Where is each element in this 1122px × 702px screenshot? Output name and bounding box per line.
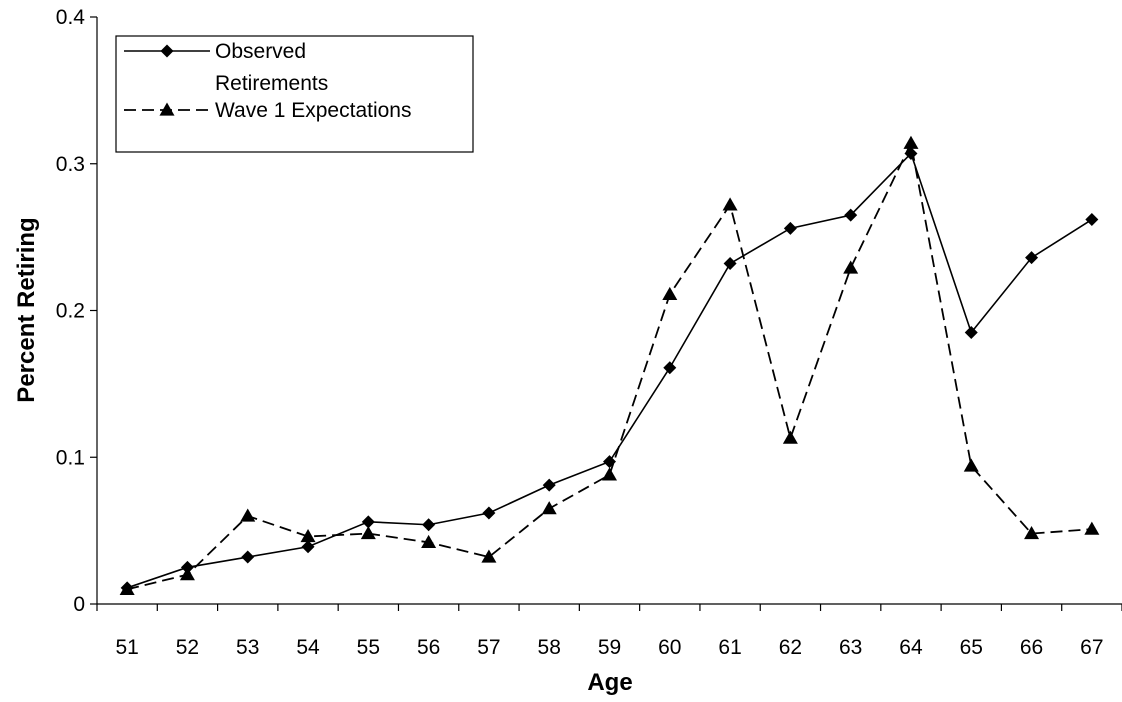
- data-point: [541, 501, 557, 515]
- data-point: [662, 286, 678, 300]
- data-point: [180, 560, 194, 574]
- x-tick-label: 61: [718, 636, 741, 659]
- data-point: [782, 430, 798, 444]
- y-tick-label: 0.3: [56, 153, 85, 176]
- x-tick-label: 60: [658, 636, 681, 659]
- x-tick-label: 66: [1020, 636, 1043, 659]
- x-tick-label: 63: [839, 636, 862, 659]
- data-point: [542, 478, 556, 492]
- data-point: [481, 549, 497, 563]
- x-axis-title: Age: [587, 669, 632, 696]
- data-point: [120, 581, 134, 595]
- legend-marker-wave1: [159, 102, 175, 116]
- x-tick-label: 55: [357, 636, 380, 659]
- series-layer: [119, 135, 1100, 595]
- data-point: [722, 197, 738, 211]
- x-tick-label: 57: [477, 636, 500, 659]
- data-point: [663, 361, 677, 375]
- data-point: [301, 540, 315, 554]
- data-point: [963, 458, 979, 472]
- data-point: [1084, 521, 1100, 535]
- legend-marker-observed: [160, 44, 174, 58]
- series-wave-1-expectations: [119, 135, 1100, 595]
- x-tick-label: 62: [779, 636, 802, 659]
- data-point: [1024, 526, 1040, 540]
- legend: Observed Retirements Wave 1 Expectations: [115, 35, 474, 153]
- data-point: [360, 526, 376, 540]
- y-tick-label: 0.2: [56, 300, 85, 323]
- y-tick-label: 0: [73, 593, 85, 616]
- x-tick-label: 54: [296, 636, 320, 659]
- y-tick-labels: 0 0.1 0.2 0.3 0.4: [56, 6, 86, 616]
- legend-label-observed: Retirements: [215, 72, 328, 95]
- data-point: [240, 508, 256, 522]
- x-tick-labels: 51 52 53 54 55 56 57 58 59 60 61 62 63 64 65 66 67: [115, 636, 1103, 659]
- legend-box: [115, 35, 474, 153]
- data-point: [723, 257, 737, 271]
- data-point: [1085, 213, 1099, 227]
- data-point: [482, 506, 496, 520]
- x-tick-label: 52: [176, 636, 199, 659]
- series-observed-retirements: [120, 146, 1099, 595]
- data-point: [603, 455, 616, 469]
- y-tick-label: 0.4: [56, 6, 86, 29]
- axes: [90, 16, 1122, 611]
- y-tick-label: 0.1: [56, 446, 85, 469]
- x-tick-label: 65: [960, 636, 983, 659]
- data-point: [421, 534, 437, 548]
- data-point: [844, 208, 858, 222]
- series-line: [126, 151, 1093, 589]
- data-point: [843, 260, 859, 274]
- data-point: [241, 550, 255, 564]
- y-axis-title: Percent Retiring: [13, 217, 40, 402]
- series-line: [126, 140, 1092, 591]
- data-point: [300, 528, 316, 543]
- data-point: [361, 515, 375, 529]
- legend-label-observed: Observed: [215, 40, 306, 63]
- data-point: [422, 518, 436, 532]
- x-tick-label: 64: [899, 636, 923, 659]
- x-tick-label: 56: [417, 636, 440, 659]
- x-tick-label: 59: [598, 636, 621, 659]
- x-tick-label: 53: [236, 636, 259, 659]
- data-point: [903, 135, 919, 149]
- x-tick-label: 58: [538, 636, 561, 659]
- legend-label-wave1: Wave 1 Expectations: [215, 99, 412, 122]
- data-point: [904, 146, 918, 160]
- data-point: [964, 326, 978, 340]
- x-tick-label: 67: [1080, 636, 1103, 659]
- data-point: [602, 467, 617, 481]
- data-point: [1025, 251, 1039, 265]
- data-point: [783, 221, 797, 235]
- x-tick-label: 51: [115, 636, 138, 659]
